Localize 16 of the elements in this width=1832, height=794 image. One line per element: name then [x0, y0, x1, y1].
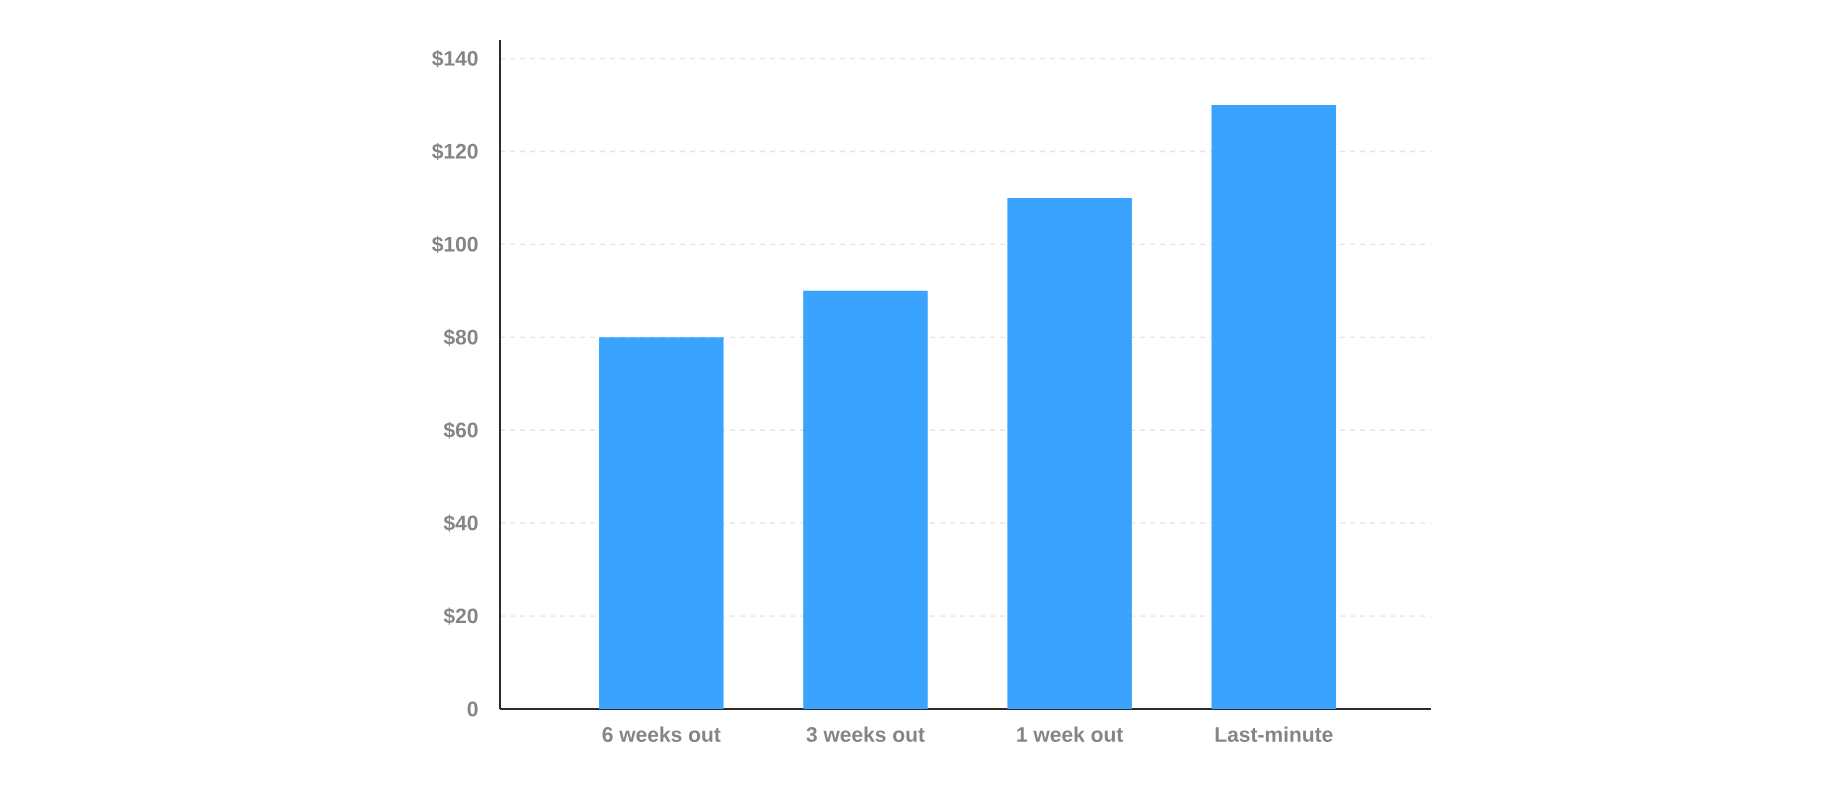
y-tick-label: $20	[443, 607, 478, 625]
y-tick-label: 0	[467, 701, 478, 717]
y-tick-label: $40	[443, 514, 478, 532]
y-tick-label: $120	[432, 142, 478, 161]
bar	[1211, 105, 1337, 709]
bar	[599, 337, 724, 709]
bar	[1007, 197, 1132, 709]
x-tick-label: 1 week out	[1017, 726, 1124, 742]
y-tick-label: $100	[432, 235, 478, 253]
y-tick-label: $140	[432, 49, 478, 68]
x-tick-label: 6 weeks out	[602, 726, 721, 742]
y-tick-label: $80	[443, 328, 478, 346]
y-tick-label: $60	[443, 421, 478, 439]
x-tick-label: 3 weeks out	[806, 726, 925, 742]
bar	[803, 290, 928, 709]
x-tick-label: Last-minute	[1215, 726, 1333, 742]
